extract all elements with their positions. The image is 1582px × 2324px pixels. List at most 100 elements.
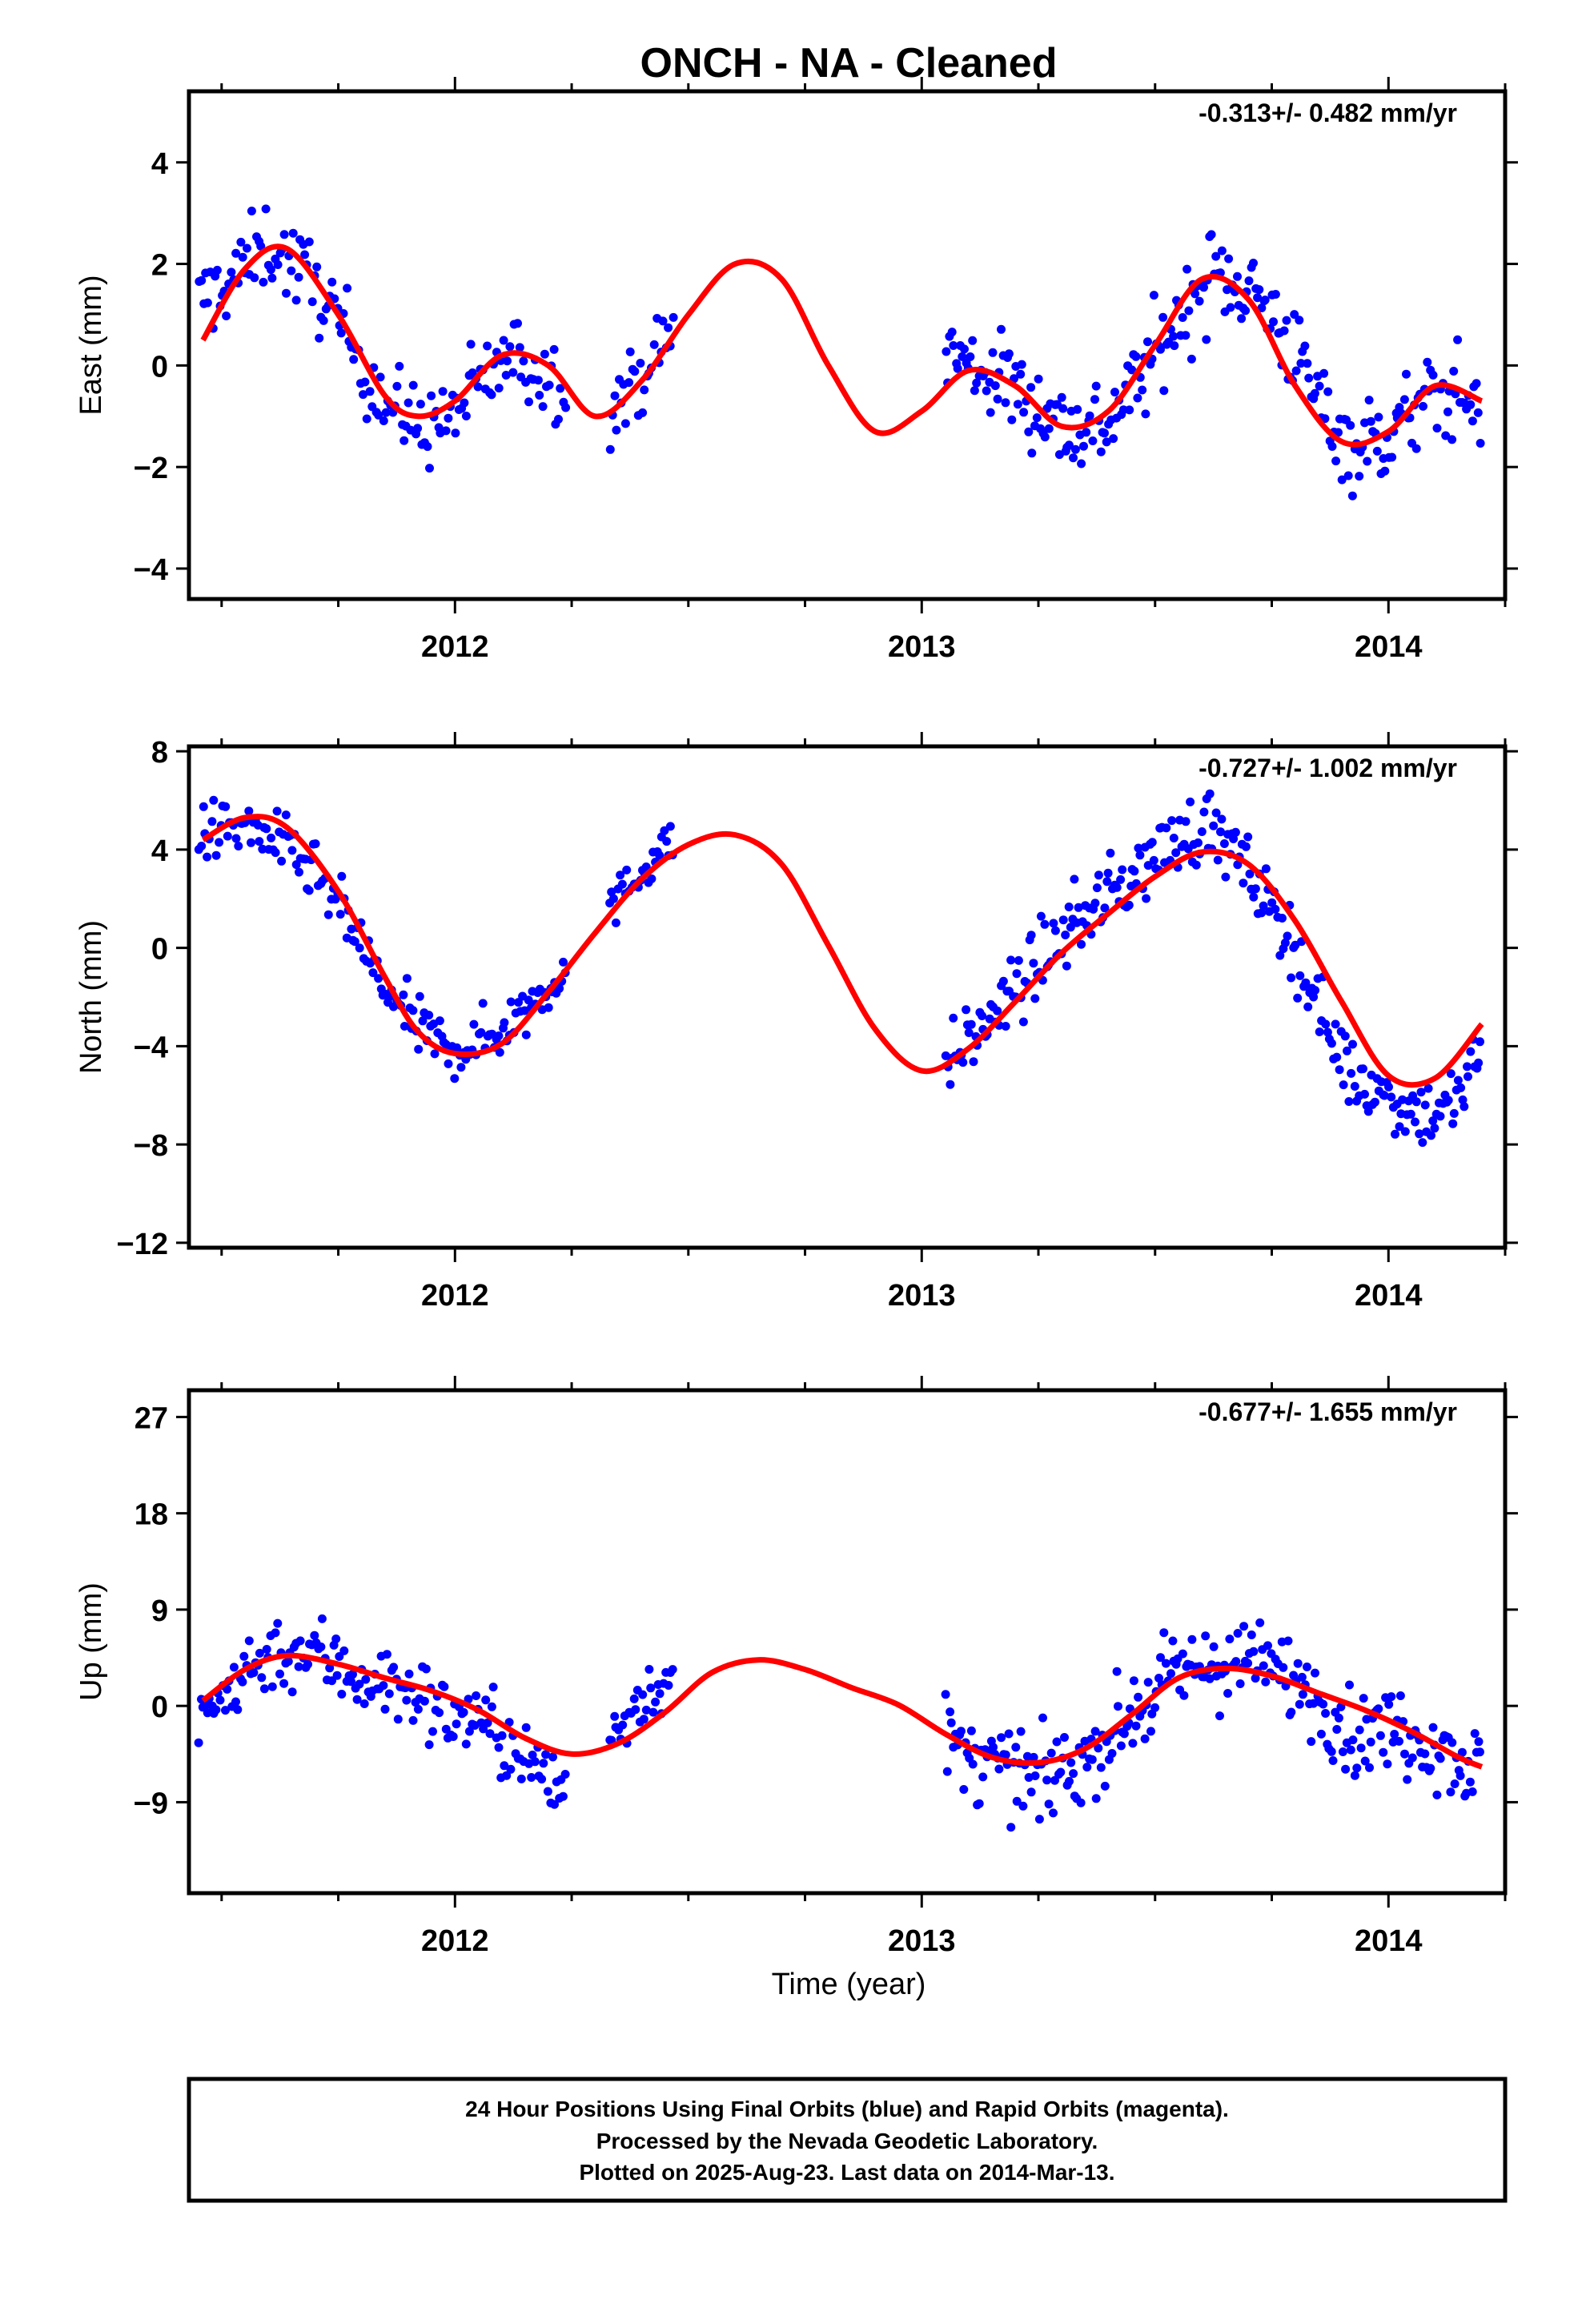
data-point xyxy=(669,312,678,322)
data-point xyxy=(520,1006,529,1015)
data-point xyxy=(1154,1674,1163,1683)
y-tick-label: 0 xyxy=(151,933,168,967)
data-point xyxy=(466,340,476,349)
data-point xyxy=(1034,1815,1044,1824)
data-point xyxy=(1082,1763,1092,1772)
data-point xyxy=(1225,1634,1235,1644)
data-point xyxy=(1456,1771,1465,1780)
data-point xyxy=(1004,1729,1014,1739)
data-point xyxy=(556,384,565,393)
data-point xyxy=(1216,827,1225,837)
data-point xyxy=(287,846,297,855)
data-point xyxy=(1116,875,1126,884)
data-point xyxy=(288,228,298,238)
data-point xyxy=(1106,848,1115,858)
data-point xyxy=(1058,915,1068,925)
data-point xyxy=(319,316,328,325)
data-point xyxy=(1426,1763,1435,1773)
data-point xyxy=(375,372,385,382)
data-point xyxy=(1427,1131,1435,1140)
data-point xyxy=(1323,387,1333,396)
data-point xyxy=(355,943,364,953)
data-point xyxy=(1350,1082,1359,1091)
data-point xyxy=(1464,1072,1472,1081)
data-point xyxy=(964,1028,974,1037)
data-point xyxy=(408,1006,418,1015)
data-point xyxy=(402,974,412,983)
data-point xyxy=(958,352,967,361)
data-point xyxy=(194,1738,203,1747)
data-point xyxy=(620,419,630,428)
data-point xyxy=(1030,1771,1040,1780)
data-point xyxy=(1395,1691,1405,1700)
data-point xyxy=(941,1690,950,1699)
data-point xyxy=(1169,332,1178,341)
data-point xyxy=(215,1695,225,1705)
plot-frame xyxy=(187,89,1508,601)
data-point xyxy=(1470,1729,1480,1739)
data-point xyxy=(1343,1046,1351,1055)
data-point xyxy=(1344,1097,1354,1106)
data-point xyxy=(1191,860,1201,870)
data-point xyxy=(962,1005,971,1015)
data-point xyxy=(1133,393,1142,403)
data-point xyxy=(1359,1694,1368,1703)
data-point xyxy=(485,1729,495,1739)
data-point xyxy=(1211,808,1221,818)
x-axis-label: Time (year) xyxy=(772,1968,926,2001)
data-point xyxy=(1223,1689,1233,1698)
data-point xyxy=(1032,413,1042,423)
data-point xyxy=(1231,1657,1241,1667)
data-point xyxy=(1052,1737,1062,1747)
data-point xyxy=(1090,899,1100,908)
data-point xyxy=(631,1705,640,1715)
data-point xyxy=(249,1668,259,1678)
data-point xyxy=(1091,381,1101,391)
data-point xyxy=(1073,404,1082,414)
data-point xyxy=(282,288,291,298)
data-point xyxy=(651,1697,661,1707)
data-point xyxy=(459,1707,468,1717)
data-point xyxy=(1205,789,1215,798)
data-point xyxy=(259,1684,269,1694)
y-tick-label: −4 xyxy=(134,553,168,587)
data-point xyxy=(630,367,640,376)
x-tick-label: 2012 xyxy=(421,1924,489,1958)
data-point xyxy=(500,1761,509,1771)
data-point xyxy=(1347,491,1357,501)
data-point xyxy=(335,910,345,919)
data-point xyxy=(1161,1659,1170,1668)
data-point xyxy=(1077,939,1086,949)
data-point xyxy=(1088,436,1098,445)
up-panel: −9 0 9 18 27 Up (mm) 2012 2013 2014 -0.677+/- 1.6… xyxy=(74,1376,1518,1958)
data-point xyxy=(1278,914,1287,923)
data-point xyxy=(949,1013,958,1023)
data-point xyxy=(1346,1745,1355,1755)
data-point xyxy=(1231,827,1240,837)
data-point xyxy=(558,1791,568,1801)
data-point xyxy=(273,1618,283,1628)
data-point xyxy=(1241,306,1251,316)
data-point xyxy=(1149,291,1158,300)
data-point xyxy=(1435,1112,1445,1121)
data-point xyxy=(203,852,212,862)
data-point xyxy=(481,1695,491,1705)
data-point xyxy=(413,424,423,433)
data-point xyxy=(1159,386,1169,396)
data-point xyxy=(1100,1781,1110,1791)
data-point xyxy=(1096,1763,1106,1772)
data-point xyxy=(450,1074,460,1084)
data-point xyxy=(199,802,208,811)
data-point xyxy=(1428,1116,1438,1126)
data-point xyxy=(478,999,488,1008)
data-point xyxy=(608,894,618,903)
y-tick-label: 0 xyxy=(151,350,168,384)
data-point xyxy=(1359,1064,1367,1074)
data-point xyxy=(243,243,251,253)
data-point xyxy=(1217,246,1227,255)
data-point xyxy=(506,997,516,1007)
data-point xyxy=(1116,1741,1126,1751)
x-tick-label: 2014 xyxy=(1355,630,1423,664)
data-point xyxy=(1001,398,1010,408)
data-point xyxy=(211,1705,221,1715)
